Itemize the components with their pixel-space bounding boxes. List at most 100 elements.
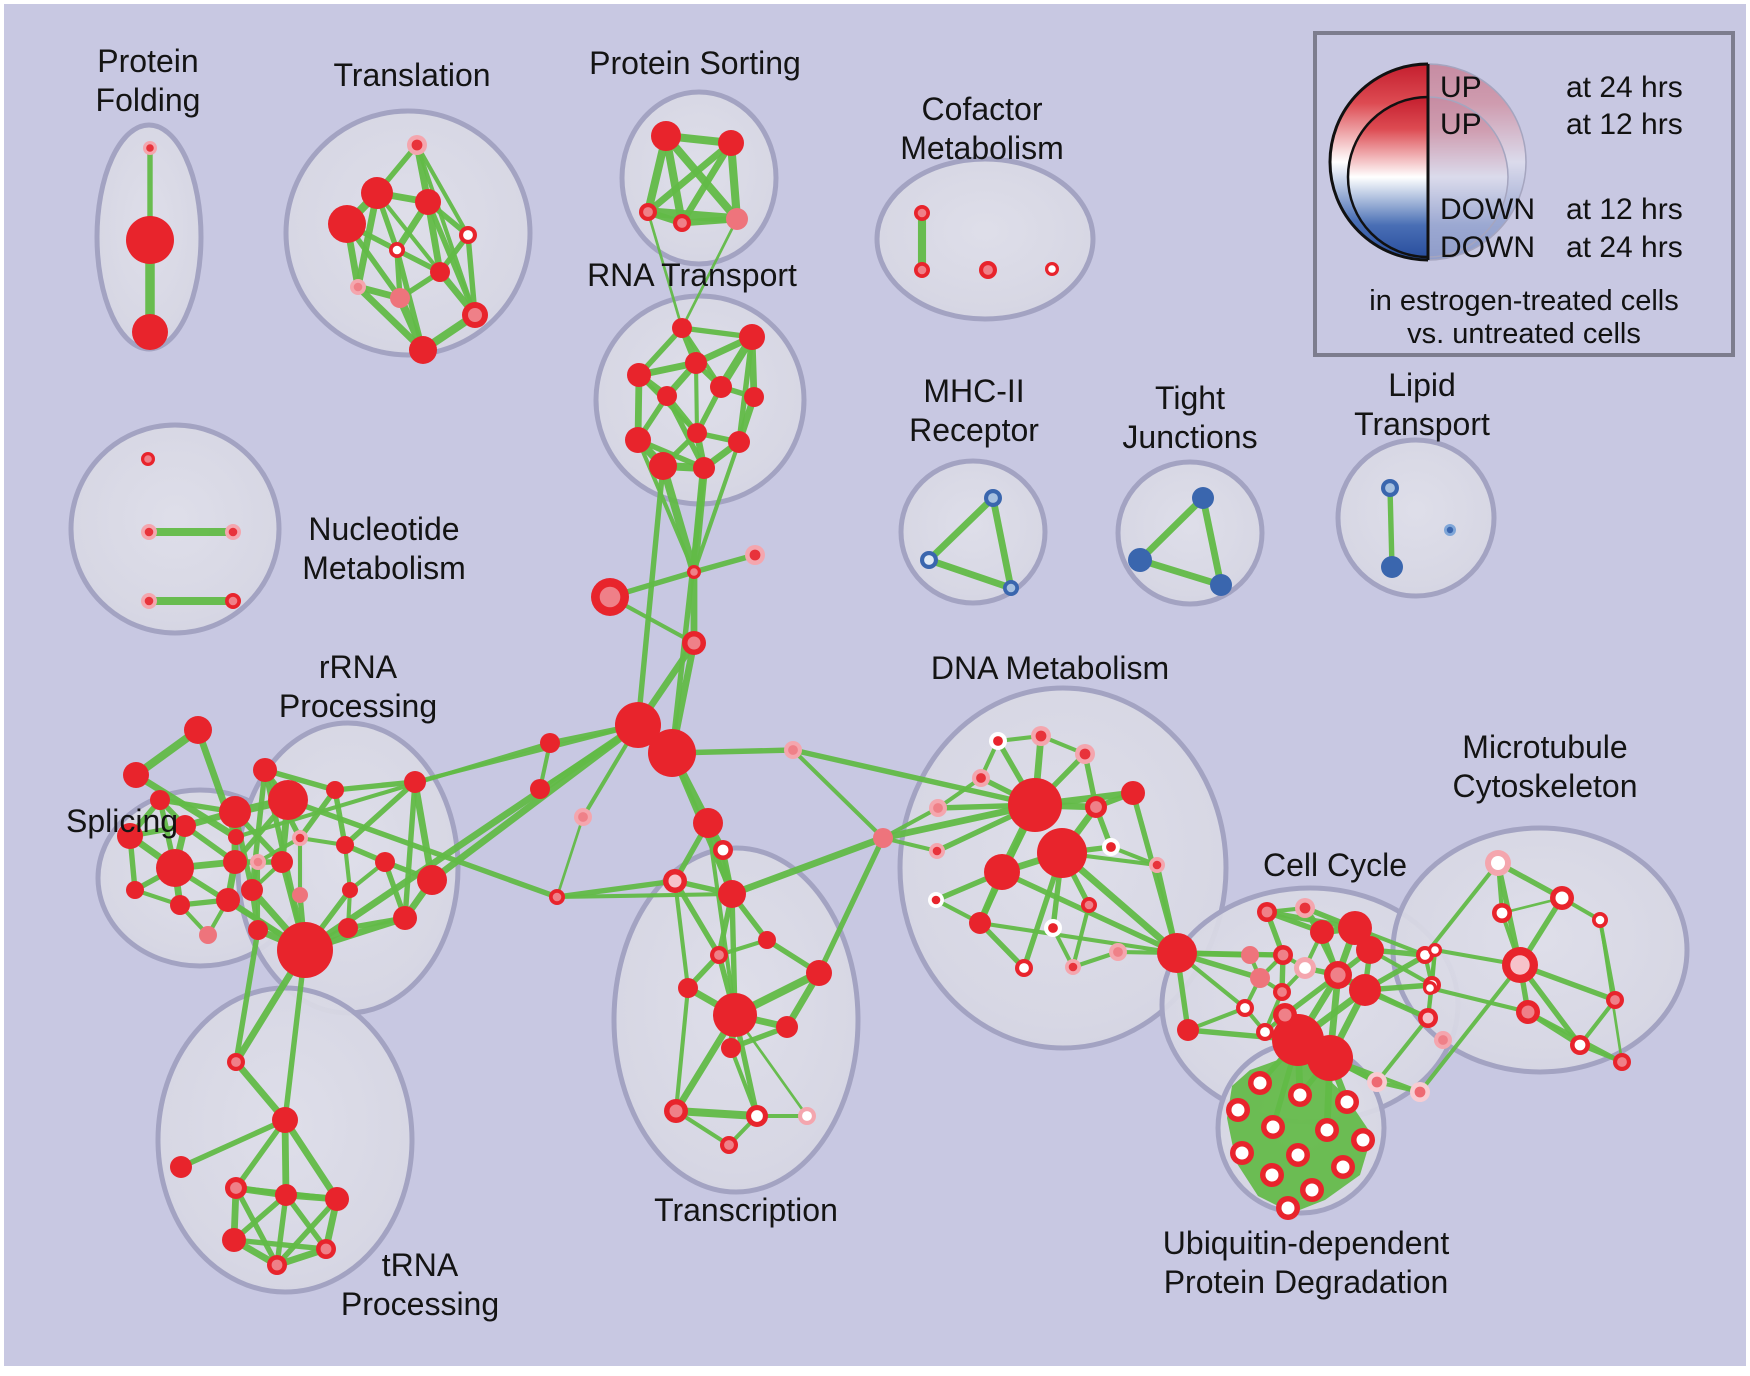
network-node — [1065, 959, 1081, 975]
network-node — [746, 1105, 768, 1127]
legend-glyph — [1328, 62, 1527, 262]
network-node — [1294, 957, 1316, 979]
cluster-label-cofactor-metabolism: Metabolism — [900, 130, 1064, 166]
network-node — [1307, 1035, 1353, 1081]
cluster-label-lipid-transport: Lipid — [1388, 367, 1456, 403]
network-edge — [1058, 849, 1181, 957]
cluster-label-rrna-processing: rRNA — [319, 649, 398, 685]
network-node — [720, 1136, 738, 1154]
cluster-label-nucleotide-metabolism: Metabolism — [302, 550, 466, 586]
network-node — [530, 779, 550, 799]
network-node — [710, 376, 732, 398]
network-node — [591, 578, 629, 616]
network-edge — [925, 494, 997, 564]
network-edge — [680, 217, 739, 330]
network-edge — [635, 463, 666, 728]
cluster-label-trna-processing: tRNA — [382, 1247, 459, 1283]
network-node — [225, 524, 241, 540]
network-edge — [705, 820, 738, 1018]
network-node — [1031, 726, 1051, 746]
network-node — [549, 889, 565, 905]
cluster-label-protein-folding: Folding — [96, 82, 201, 118]
network-node — [806, 960, 832, 986]
legend-up-24-time: at 24 hrs — [1566, 71, 1683, 104]
network-node — [1381, 556, 1403, 578]
network-edge — [297, 787, 338, 841]
network-node — [199, 926, 217, 944]
network-node — [1381, 479, 1399, 497]
cluster-label-dna-metabolism: DNA Metabolism — [931, 650, 1169, 686]
network-node — [1109, 943, 1127, 961]
network-edge — [233, 927, 261, 1065]
network-edge — [274, 1196, 340, 1268]
network-edge — [414, 142, 471, 238]
cluster-label-protein-sorting: Protein Sorting — [589, 45, 801, 81]
network-edge — [342, 779, 418, 848]
network-node — [710, 946, 728, 964]
network-node — [984, 489, 1002, 507]
network-node — [687, 565, 701, 579]
network-node — [663, 869, 687, 893]
network-node — [784, 741, 802, 759]
network-node — [1570, 1035, 1590, 1055]
network-node — [141, 524, 157, 540]
network-edge — [282, 947, 308, 1123]
network-node — [1349, 974, 1381, 1006]
network-edge — [255, 835, 303, 865]
network-node — [745, 545, 765, 565]
cluster-label-transcription: Transcription — [654, 1192, 838, 1228]
network-edge — [664, 393, 707, 471]
network-edge — [1070, 902, 1092, 970]
network-node — [1241, 946, 1259, 964]
network-edge — [1598, 918, 1624, 1064]
network-node — [1288, 1083, 1312, 1107]
network-node — [685, 352, 707, 374]
network-node — [639, 203, 657, 221]
network-edge — [231, 1237, 329, 1252]
network-edge — [1387, 485, 1395, 570]
network-node — [1485, 850, 1511, 876]
network-node — [798, 1107, 816, 1125]
network-node — [984, 854, 1020, 890]
network-node — [1331, 1155, 1355, 1179]
cluster-label-rna-transport: RNA Transport — [587, 257, 797, 293]
network-edge — [428, 721, 642, 884]
network-node — [375, 852, 395, 872]
network-node — [1075, 744, 1095, 764]
network-node — [1613, 1053, 1631, 1071]
network-node — [1273, 983, 1291, 1001]
network-edge — [989, 494, 1015, 592]
network-node — [248, 920, 268, 940]
network-node — [227, 1053, 245, 1071]
network-edge — [736, 334, 755, 445]
cluster-label-microtubule-cytoskeleton: Microtubule — [1462, 729, 1627, 765]
network-edge — [233, 1117, 288, 1191]
network-node — [1300, 1178, 1324, 1202]
legend-up-24-side: UP — [1440, 71, 1482, 104]
network-node — [417, 865, 447, 895]
cluster-label-cofactor-metabolism: Cofactor — [922, 91, 1043, 127]
network-node — [1434, 1031, 1452, 1049]
network-node — [143, 141, 157, 155]
network-node — [1315, 1118, 1339, 1142]
legend-down-12-time: at 12 hrs — [1566, 193, 1683, 226]
network-edge — [411, 778, 436, 884]
network-edge — [728, 1045, 760, 1119]
network-node — [758, 931, 776, 949]
network-node — [1250, 968, 1270, 988]
network-edge — [658, 461, 699, 577]
legend-down-24-side: DOWN — [1440, 231, 1535, 264]
network-node — [1157, 933, 1197, 973]
network-edge — [332, 787, 348, 848]
network-node — [625, 427, 651, 453]
network-node — [150, 790, 170, 810]
network-node — [1410, 1082, 1430, 1102]
network-node — [336, 836, 354, 854]
cluster-label-cell-cycle: Cell Cycle — [1263, 847, 1407, 883]
network-node — [713, 993, 757, 1037]
network-node — [1550, 886, 1574, 910]
network-node — [687, 423, 707, 443]
network-node — [1260, 1163, 1284, 1187]
network-node — [1356, 936, 1384, 964]
